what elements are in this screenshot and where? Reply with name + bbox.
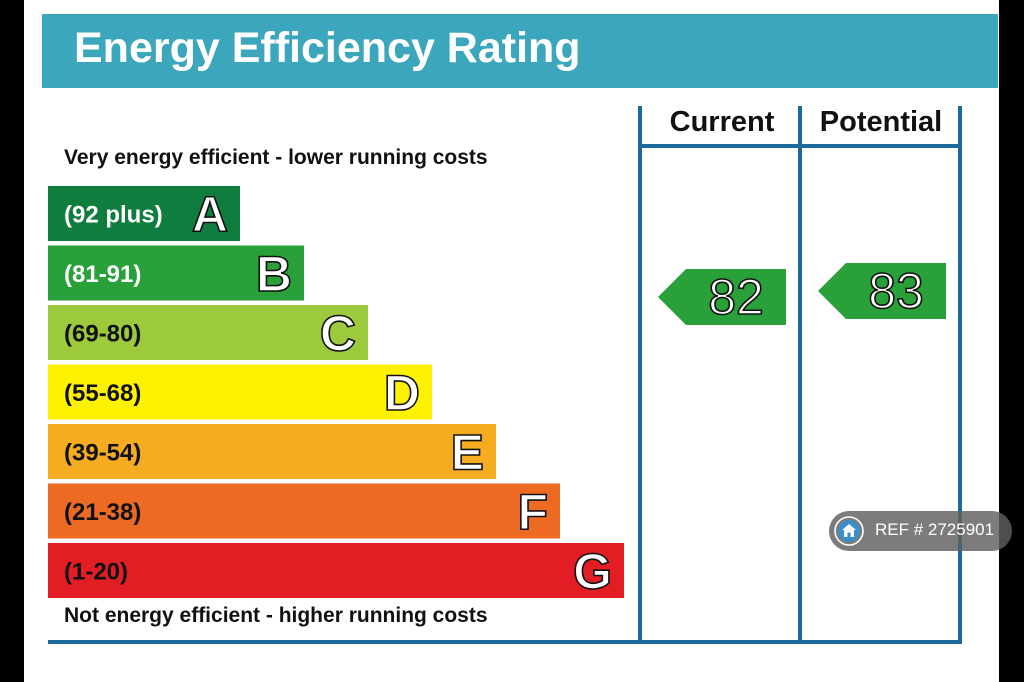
band-d: (55-68) D [48, 364, 432, 422]
band-c-bar [48, 305, 368, 360]
current-column-header: Current [669, 106, 775, 138]
band-b: (81-91) B [48, 245, 304, 303]
column-divider-right [958, 106, 962, 644]
band-e-bar [48, 424, 496, 479]
band-b-bar [48, 245, 304, 301]
band-a-letter: A [192, 187, 228, 243]
band-f-range: (21-38) [64, 499, 141, 526]
band-b-range: (81-91) [64, 261, 141, 288]
reference-badge: REF # 2725901 [829, 511, 1012, 551]
potential-rating-value: 83 [868, 263, 924, 319]
efficient-caption: Very energy efficient - lower running co… [64, 146, 488, 169]
reference-number: REF # 2725901 [875, 520, 995, 539]
chart-baseline [48, 640, 962, 644]
current-rating-shape [658, 269, 786, 325]
band-b-letter: B [256, 246, 292, 302]
column-divider-middle [798, 106, 802, 644]
band-a-range: (92 plus) [64, 202, 163, 229]
band-e-range: (39-54) [64, 440, 141, 467]
potential-rating-shape [818, 263, 946, 319]
band-a: (92 plus) A [48, 186, 240, 243]
current-rating-arrow: 82 [658, 268, 786, 326]
header-underline [638, 144, 962, 148]
title-bar: Energy Efficiency Rating [42, 14, 998, 88]
potential-column-header: Potential [819, 106, 943, 138]
inefficient-caption: Not energy efficient - higher running co… [64, 604, 488, 627]
band-a-bar [48, 186, 240, 241]
current-rating-value: 82 [708, 269, 764, 325]
band-g-range: (1-20) [64, 559, 128, 586]
band-e-letter: E [451, 425, 484, 481]
band-c: (69-80) C [48, 305, 368, 362]
potential-rating-arrow: 83 [818, 262, 946, 320]
band-d-range: (55-68) [64, 380, 141, 407]
home-icon [834, 516, 864, 546]
band-f: (21-38) F [48, 483, 560, 541]
band-d-letter: D [384, 365, 420, 421]
band-f-letter: F [517, 484, 548, 540]
chart-title: Energy Efficiency Rating [74, 24, 581, 72]
band-c-range: (69-80) [64, 321, 141, 348]
band-f-bar [48, 483, 560, 539]
band-d-bar [48, 364, 432, 420]
band-c-letter: C [320, 306, 356, 362]
column-divider-left [638, 106, 642, 644]
band-e: (39-54) E [48, 424, 496, 481]
band-g-bar [48, 543, 624, 598]
band-g-letter: G [573, 544, 612, 600]
band-g: (1-20) G [48, 543, 624, 600]
